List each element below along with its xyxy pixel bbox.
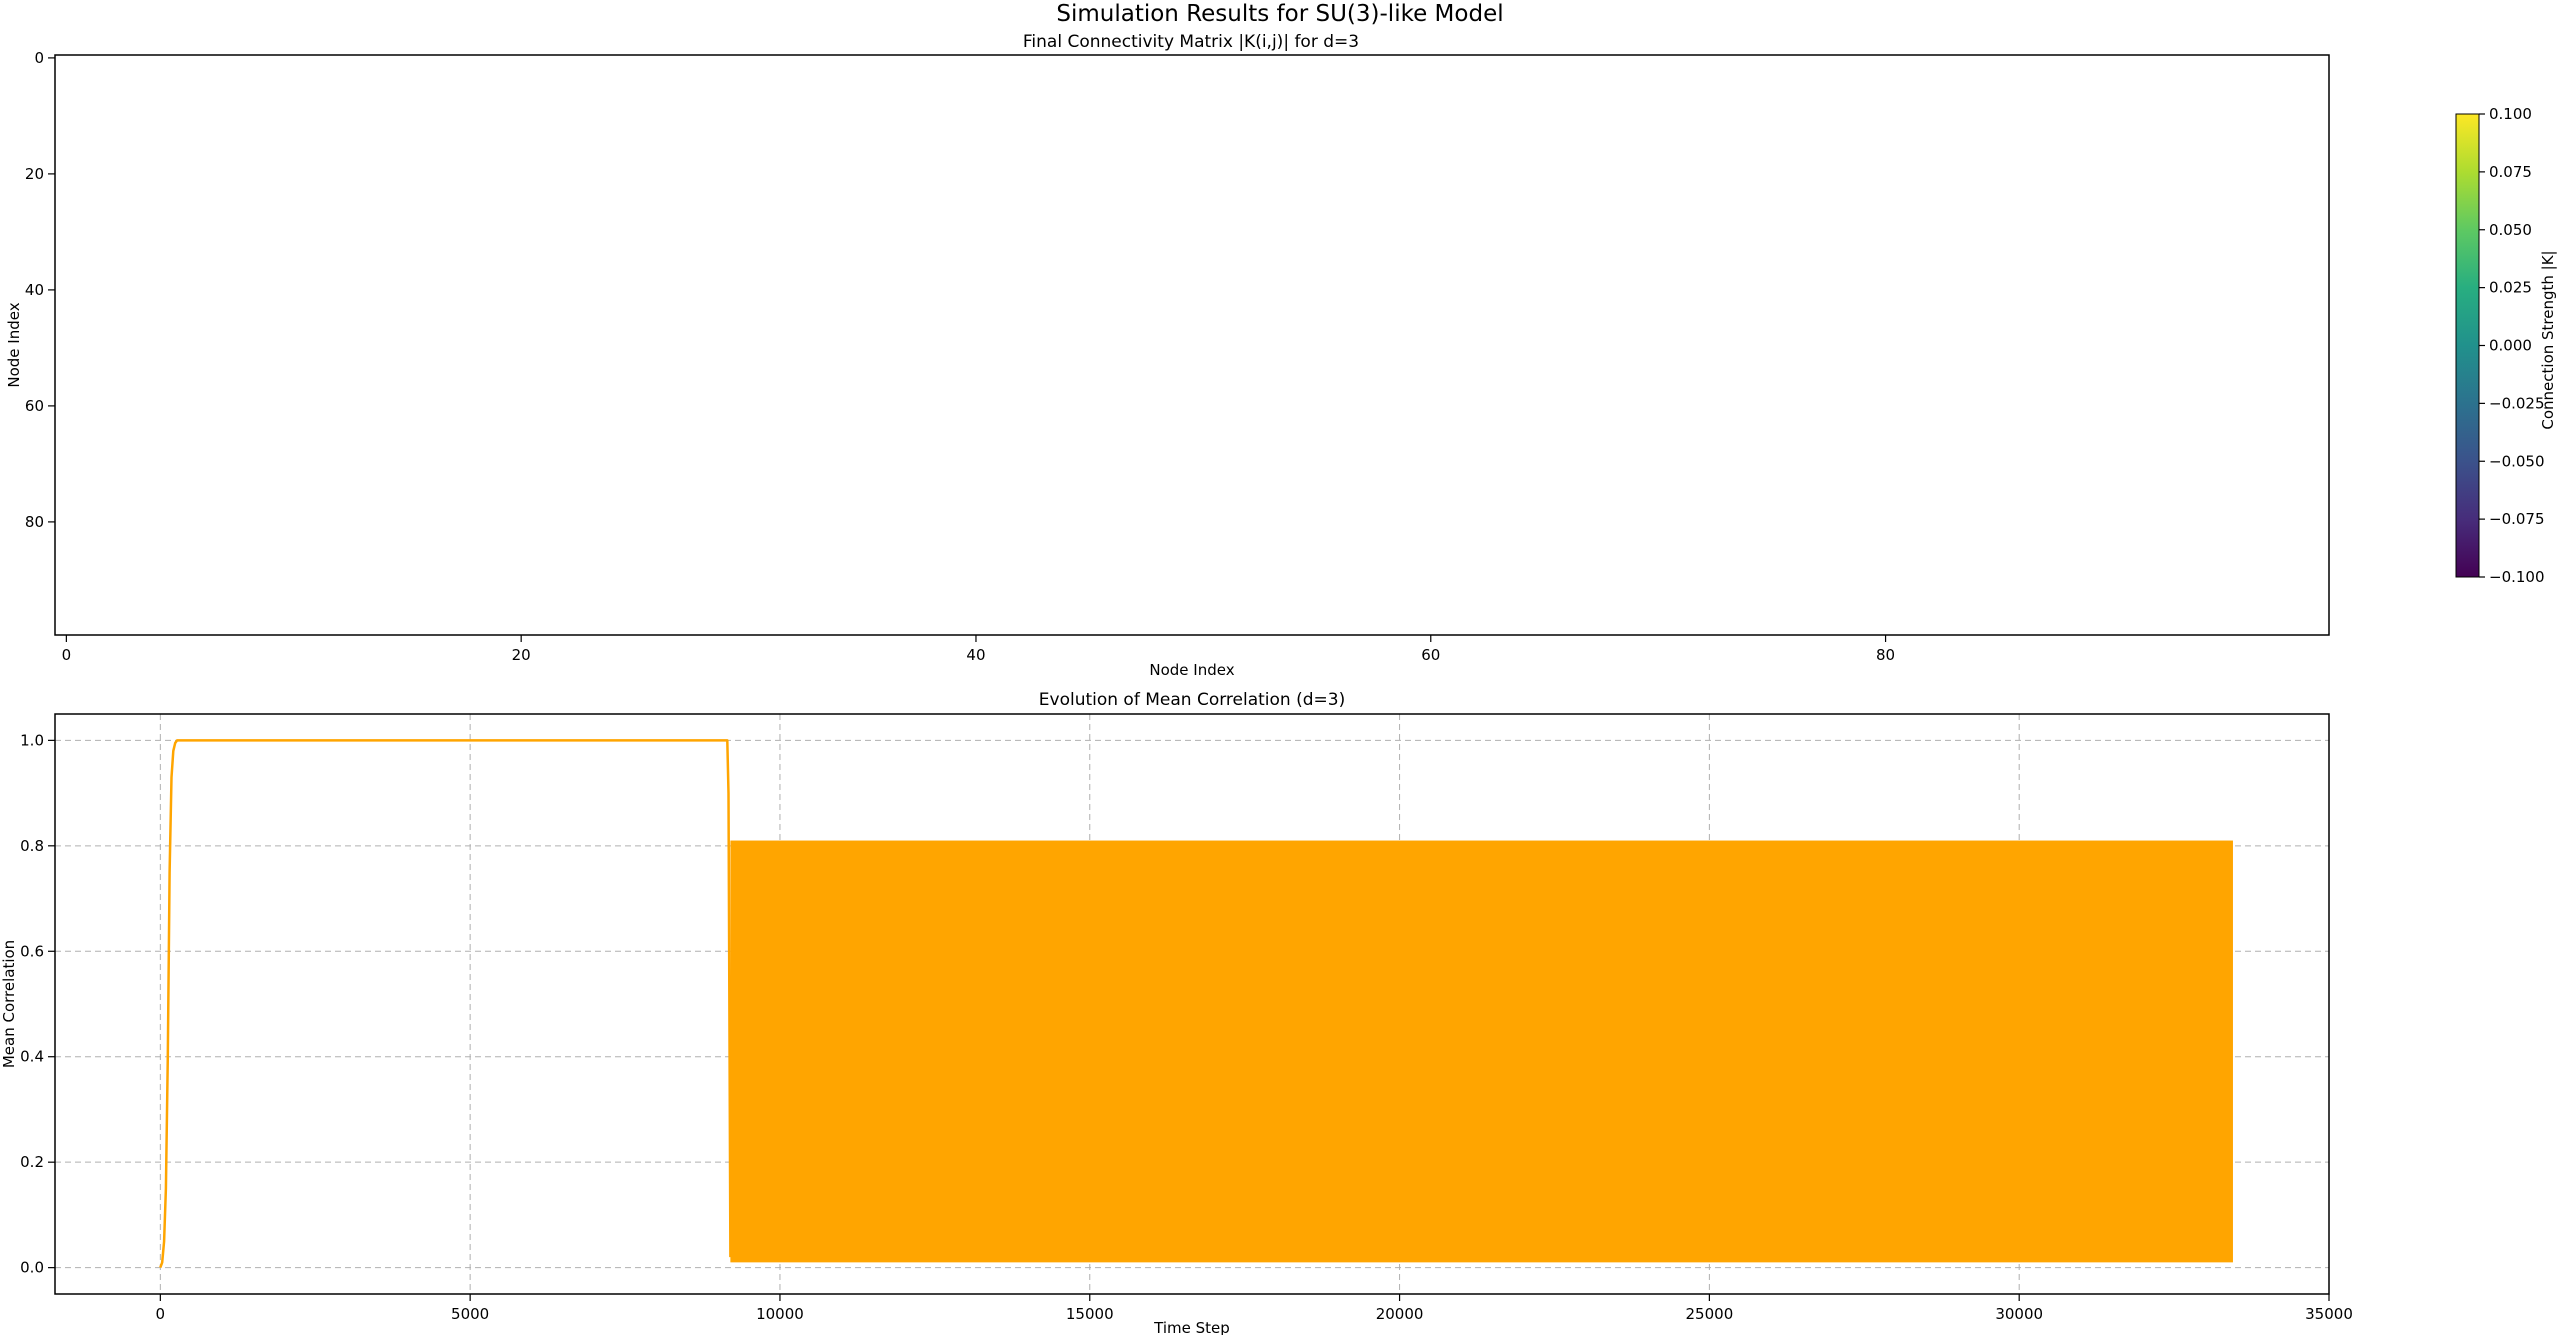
heatmap-y-ticks: 0 20 40 60 80 [25, 49, 55, 531]
figure-suptitle: Simulation Results for SU(3)-like Model [1056, 1, 1503, 27]
heatmap-x-tick-label: 40 [966, 646, 985, 664]
heatmap-chart: Final Connectivity Matrix |K(i,j)| for d… [5, 32, 2330, 679]
line-chart-x-tick-label: 0 [156, 1305, 166, 1323]
heatmap-ylabel: Node Index [5, 302, 23, 387]
line-chart-y-tick-label: 0.2 [20, 1153, 44, 1171]
line-chart-y-tick-label: 1.0 [20, 731, 44, 749]
line-chart-y-tick-label: 0.4 [20, 1048, 44, 1066]
colorbar-tick-label: 0.000 [2489, 337, 2532, 355]
line-chart-title: Evolution of Mean Correlation (d=3) [1039, 690, 1345, 710]
heatmap-y-tick-label: 20 [25, 165, 44, 183]
line-chart-x-tick-label: 25000 [1686, 1305, 1734, 1323]
line-chart-x-tick-label: 30000 [1995, 1305, 2043, 1323]
line-chart-y-tick-label: 0.6 [20, 942, 44, 960]
heatmap-y-tick-label: 60 [25, 397, 44, 415]
colorbar-gradient [2455, 113, 2480, 578]
heatmap-x-tick-label: 20 [512, 646, 531, 664]
colorbar: 0.100 0.075 0.050 0.025 0.000 −0.025 −0.050 −0.… [2455, 105, 2557, 586]
line-plot-frame [54, 713, 2330, 1295]
heatmap-x-tick-label: 60 [1421, 646, 1440, 664]
colorbar-label: Connection Strength |K| [2539, 250, 2557, 429]
colorbar-tick-label: −0.050 [2489, 452, 2545, 470]
colorbar-tick-label: 0.075 [2489, 163, 2532, 181]
heatmap-x-tick-label: 0 [62, 646, 72, 664]
line-chart-x-tick-label: 20000 [1376, 1305, 1424, 1323]
line-chart-x-tick-label: 10000 [756, 1305, 804, 1323]
heatmap-x-tick-label: 80 [1876, 646, 1895, 664]
line-chart-data [159, 739, 2233, 1269]
colorbar-tick-label: −0.100 [2489, 568, 2545, 586]
colorbar-tick-label: −0.025 [2489, 394, 2545, 412]
line-chart-y-tick-label: 0.8 [20, 837, 44, 855]
line-chart-xlabel: Time Step [1153, 1319, 1230, 1335]
colorbar-ticks: 0.100 0.075 0.050 0.025 0.000 −0.025 −0.050 −0.… [2479, 105, 2545, 586]
heatmap-x-ticks: 0 20 40 60 80 [62, 635, 1895, 664]
heatmap-title: Final Connectivity Matrix |K(i,j)| for d… [1023, 32, 1359, 52]
line-chart-y-tick-label: 0.0 [20, 1259, 44, 1277]
heatmap-y-tick-label: 0 [34, 49, 44, 67]
colorbar-tick-label: −0.075 [2489, 510, 2545, 528]
heatmap-plot-area [54, 54, 2330, 636]
heatmap-xlabel: Node Index [1149, 661, 1234, 679]
oscillation-band [730, 840, 2233, 1263]
heatmap-y-tick-label: 80 [25, 513, 44, 531]
line-chart-y-ticks: 0.0 0.2 0.4 0.6 0.8 1.0 [20, 731, 55, 1277]
line-chart-x-tick-label: 15000 [1066, 1305, 1114, 1323]
mean-correlation-line [159, 739, 732, 1269]
heatmap-y-tick-label: 40 [25, 281, 44, 299]
colorbar-tick-label: 0.100 [2489, 105, 2532, 123]
line-chart-x-tick-label: 5000 [451, 1305, 489, 1323]
line-chart-x-ticks: 0 5000 10000 15000 20000 25000 30000 35000 [156, 1294, 2353, 1323]
line-chart-ylabel: Mean Correlation [0, 940, 18, 1068]
colorbar-tick-label: 0.050 [2489, 221, 2532, 239]
colorbar-tick-label: 0.025 [2489, 279, 2532, 297]
line-chart-x-tick-label: 35000 [2305, 1305, 2353, 1323]
line-chart: Evolution of Mean Correlation (d=3) 0 500… [0, 690, 2353, 1335]
